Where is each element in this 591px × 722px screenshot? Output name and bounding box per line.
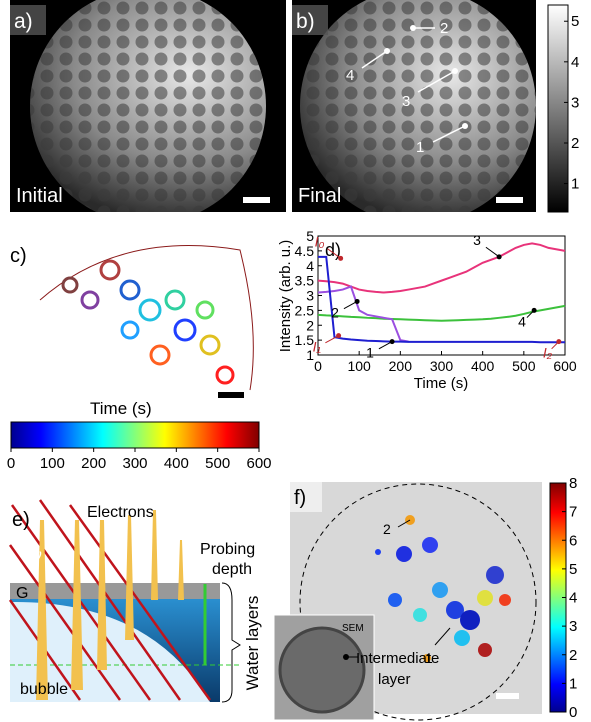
- y-tick-label: 1.5: [295, 332, 315, 348]
- x-tick-label: 500: [512, 358, 536, 374]
- panel-label: c): [10, 245, 27, 267]
- panel-label: d): [325, 240, 341, 260]
- schematic-label: depth: [212, 561, 252, 578]
- series-line: [317, 304, 566, 322]
- colorbar-tick-label: 600: [246, 455, 271, 472]
- colorbar-tick-label: 8: [569, 475, 577, 492]
- point-label: 2: [331, 304, 339, 320]
- colorbar-tick-label: 200: [81, 455, 106, 472]
- colorbar-tick-label: 1: [571, 176, 579, 193]
- colorbar-tick-label: 5: [569, 561, 577, 578]
- domains: [375, 515, 511, 662]
- x-tick-label: 400: [471, 358, 495, 374]
- colorbar-c: [10, 421, 260, 449]
- point-label: I₂: [543, 345, 553, 361]
- y-tick-label: 2: [306, 317, 314, 333]
- schematic-label: G: [16, 585, 28, 602]
- colorbar-tick-label: 100: [40, 455, 65, 472]
- schematic-label: Electrons: [87, 504, 154, 521]
- series-line: [317, 242, 566, 294]
- colorbar-tick-label: 300: [122, 455, 147, 472]
- schematic: [8, 499, 241, 703]
- marker: 4: [346, 67, 354, 84]
- inset-label: layer: [378, 671, 411, 688]
- x-tick-label: 100: [347, 358, 371, 374]
- point-label: I₁: [313, 339, 322, 355]
- y-tick-label: 3: [306, 288, 314, 304]
- y-tick-label: 4: [306, 258, 314, 274]
- point: [389, 339, 395, 345]
- colorbar-tick-label: 3: [569, 618, 577, 635]
- marker: 1: [425, 650, 433, 666]
- point: [354, 298, 360, 304]
- colorbar-tick-label: 1: [569, 675, 577, 692]
- colorbar-tick-label: 7: [569, 504, 577, 521]
- schematic-label: bubble: [20, 681, 68, 698]
- marker: 1: [416, 139, 424, 156]
- colorbar-title: Time (s): [90, 399, 152, 418]
- panel-label: a): [14, 10, 33, 33]
- inset-label: Intermediate: [356, 650, 439, 667]
- panel-label: e): [12, 509, 30, 531]
- time-map: [39, 245, 254, 391]
- y-tick-label: 4.5: [295, 243, 315, 259]
- marker: 2: [383, 521, 391, 537]
- marker: 3: [402, 93, 410, 110]
- schematic-label: Water layers: [243, 596, 262, 691]
- y-tick-label: 5: [306, 228, 314, 244]
- colorbar-tick-label: 2: [571, 135, 579, 152]
- leader: [343, 301, 358, 310]
- point: [556, 339, 562, 345]
- point-label: I₀: [315, 233, 325, 249]
- inset-title: SEM: [342, 623, 364, 634]
- series-line: [318, 255, 565, 344]
- x-tick-label: 600: [553, 358, 577, 374]
- colorbar-tick-label: 500: [205, 455, 230, 472]
- leader: [378, 341, 393, 350]
- point: [336, 333, 342, 339]
- point-label: 3: [473, 232, 481, 248]
- y-axis-label: Intensity (arb. u.): [277, 240, 294, 353]
- colorbar-tick-label: 5: [571, 13, 579, 30]
- x-tick-label: 300: [430, 358, 454, 374]
- x-tick-label: 200: [389, 358, 413, 374]
- colorbar-tick-label: 4: [569, 590, 577, 607]
- colorbar-tick-label: 4: [571, 54, 579, 71]
- colorbar-tick-label: 2: [569, 647, 577, 664]
- caption: Final: [298, 185, 341, 207]
- y-tick-label: 1: [306, 347, 314, 363]
- panel-label: f): [294, 487, 306, 509]
- colorbar-tick-label: 0: [569, 704, 577, 721]
- point: [338, 255, 344, 261]
- point-label: 1: [366, 345, 374, 361]
- y-tick-label: 3.5: [295, 273, 315, 289]
- colorbar-tick-label: 3: [571, 94, 579, 111]
- y-tick-label: 2.5: [295, 302, 315, 318]
- colorbar-b: [547, 4, 569, 213]
- leader: [485, 246, 500, 258]
- colorbar-tick-label: 6: [569, 532, 577, 549]
- schematic-label: hν: [25, 547, 42, 564]
- leader: [327, 248, 341, 259]
- point: [496, 254, 502, 260]
- leader: [325, 335, 339, 344]
- x-axis-label: Time (s): [414, 375, 468, 392]
- x-tick-label: 0: [314, 358, 322, 374]
- caption: Initial: [16, 185, 63, 207]
- point: [531, 307, 537, 313]
- colorbar-tick-label: 400: [164, 455, 189, 472]
- point-label: 4: [518, 313, 526, 329]
- marker: 2: [440, 20, 448, 37]
- schematic-label: Probing: [200, 541, 255, 558]
- panel-label: b): [296, 10, 315, 33]
- series-line: [317, 285, 409, 343]
- colorbar-tick-label: 0: [7, 455, 15, 472]
